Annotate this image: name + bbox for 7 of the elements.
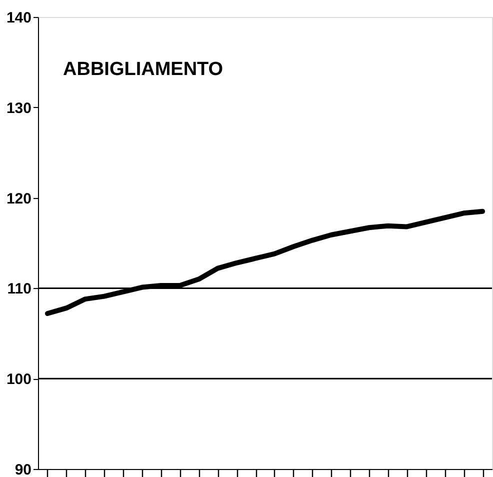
- y-tick-label: 130: [6, 100, 32, 117]
- y-tick-label: 110: [7, 280, 32, 298]
- y-tick-label: 120: [6, 190, 32, 208]
- y-tick-label: 100: [6, 371, 32, 388]
- y-tick-label: 140: [6, 10, 32, 26]
- text: ABBIGLIAMENTO: [63, 59, 224, 80]
- y-tick-label: 90: [14, 462, 32, 477]
